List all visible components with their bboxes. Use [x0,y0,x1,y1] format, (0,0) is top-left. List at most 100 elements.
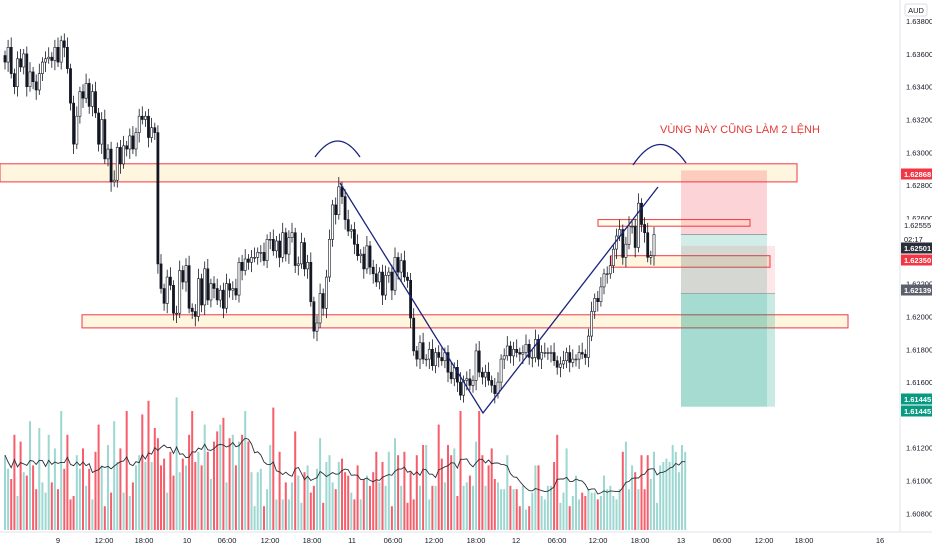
volume-bar [447,445,449,530]
volume-bar [216,431,219,530]
x-tick-label: 18:00 [135,536,154,545]
candle-body [465,378,469,381]
candle-body [296,263,300,266]
volume-bar [53,448,56,530]
candle-body [493,385,497,394]
candle-body [490,380,494,386]
price-badge [901,233,932,245]
price-badges: 1.62868 1.62555 02:171.62501 1.62350 1.62139… [901,168,932,417]
volume-bar [646,455,649,530]
take-profit-area[interactable] [681,293,775,407]
volume-bar [19,441,22,530]
candle-body [602,273,606,288]
candle-body [215,288,219,301]
candle-body [190,307,194,312]
candle-body [334,204,338,215]
stop-loss-area[interactable] [681,245,775,294]
candle-body [309,261,313,302]
candle-body [527,343,531,358]
volume-bar [41,482,44,530]
candle-body [562,360,565,365]
candle-body [321,293,325,309]
candle-body [315,322,319,332]
volume-bar [578,499,581,530]
volume-bar [275,499,278,530]
volume-bar [659,465,662,530]
volume-bar [7,468,10,530]
candle-body [627,225,631,245]
candle-body [109,148,113,183]
candle-body [9,46,13,74]
volume-bar [390,506,393,530]
price-zone[interactable] [597,219,751,227]
volume-bar [596,499,599,530]
volume-bar [88,468,91,530]
x-tick-label: 10 [183,536,191,545]
stop-loss-area[interactable] [681,170,767,235]
x-tick-label: 16 [876,536,884,545]
candle-body [611,248,615,266]
candle-body [477,350,481,373]
volume-bar [425,445,428,530]
volume-bar [322,502,325,530]
volume-bar [419,485,421,530]
volume-bar [525,509,527,530]
candle-body [115,147,119,181]
candle-body [206,268,210,301]
volume-bar [493,479,496,530]
volume-bar [63,468,66,530]
volume-bar [231,434,234,530]
price-zone[interactable] [610,255,771,268]
candle-body [337,186,341,216]
volume-bar [331,482,334,530]
volume-bar [47,434,50,530]
volume-bar [512,489,515,530]
volume-bar [181,458,184,530]
candle-body [209,283,213,301]
candle-body [37,73,41,91]
y-tick-label: 1.63800 [906,17,932,26]
volume-bar [60,411,63,530]
candle-body [197,278,200,317]
price-zone[interactable] [0,163,798,183]
candle-body [165,276,169,304]
candle-body [25,53,29,88]
candle-body [31,71,35,83]
take-profit-area[interactable] [681,234,767,407]
candle-body [424,358,428,361]
candle-body [181,270,185,283]
volume-bar [674,451,677,530]
candle-body [349,229,353,232]
candle-body [440,357,444,362]
volume-bar [100,465,103,530]
candle-body [365,245,369,270]
volume-bar [365,475,368,530]
candle-body [203,268,207,306]
candle-body [94,91,97,114]
volume-bar [562,492,565,530]
volume-bar [172,475,175,530]
candle-body [374,273,378,283]
candle-body [253,257,257,259]
currency-label-box[interactable] [904,3,928,17]
candle-body [624,243,628,258]
candle-body [225,283,228,309]
x-tick-label: 06:00 [713,536,732,545]
price-badge [901,284,932,296]
price-zone[interactable] [81,314,849,329]
volume-bar [665,458,668,530]
x-tick-label: 9 [56,536,60,545]
candle-body [303,242,306,270]
volume-bar [590,492,593,530]
volume-bar [534,465,537,530]
volume-bar [643,489,646,530]
candle-body [256,252,260,258]
candle-body [69,68,72,104]
candle-body [6,46,10,63]
candle-body [652,234,656,256]
candle-body [103,119,107,160]
candle-body [643,224,647,233]
candle-body [430,348,434,366]
candle-body [537,339,540,360]
